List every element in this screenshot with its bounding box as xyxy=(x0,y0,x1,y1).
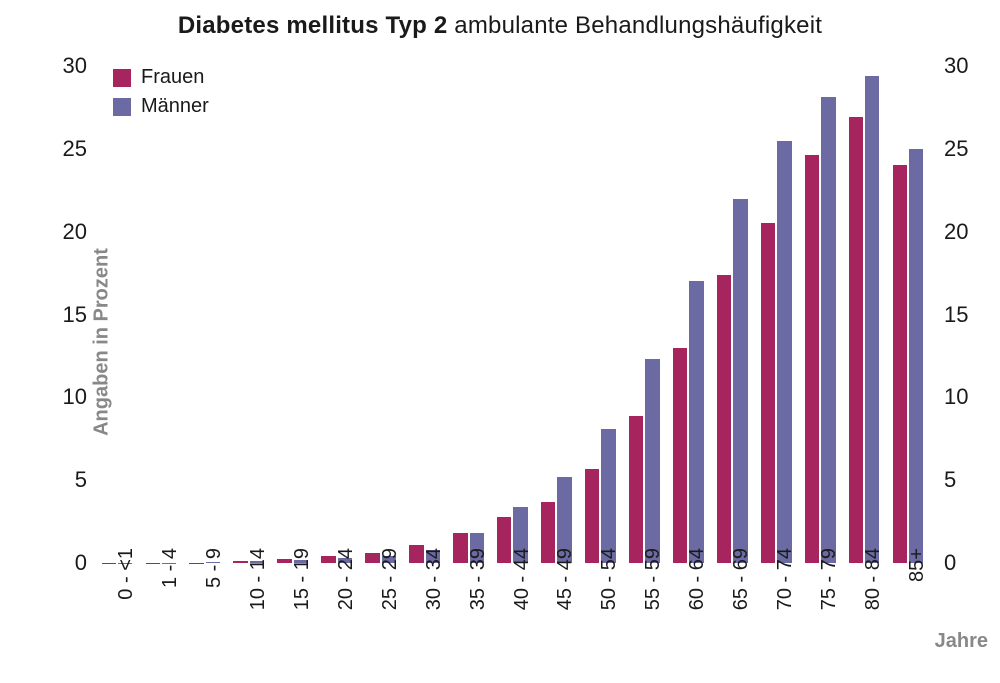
bar-group xyxy=(233,66,264,563)
x-tick-label: 35 - 39 xyxy=(469,548,492,610)
bar-group xyxy=(629,66,660,563)
bar-frauen xyxy=(805,155,819,563)
y-tick-right: 0 xyxy=(944,550,984,576)
chart-title-rest: ambulante Behandlungshäufigkeit xyxy=(447,12,822,39)
bar-group xyxy=(849,66,880,563)
x-tick-label: 0 - <1 xyxy=(117,548,140,600)
bar-maenner xyxy=(689,281,703,563)
x-tick-label: 80 - 84 xyxy=(864,548,887,610)
bar-frauen xyxy=(717,275,731,563)
bar-frauen xyxy=(893,165,907,563)
bar-group xyxy=(541,66,572,563)
chart-container: Diabetes mellitus Typ 2 ambulante Behand… xyxy=(0,0,1000,683)
x-tick-label: 60 - 64 xyxy=(688,548,711,610)
y-tick-right: 20 xyxy=(944,219,984,245)
y-tick-right: 5 xyxy=(944,467,984,493)
bar-group xyxy=(717,66,748,563)
bar-group xyxy=(453,66,484,563)
x-tick-label: 10 - 14 xyxy=(249,548,272,610)
y-tick-left: 20 xyxy=(47,219,87,245)
bar-maenner xyxy=(865,76,879,563)
bar-group xyxy=(805,66,836,563)
bar-group xyxy=(893,66,924,563)
x-tick-label: 1 - 4 xyxy=(161,548,184,588)
plot-area: FrauenMänner 0055101015152020252530300 -… xyxy=(95,66,930,563)
bar-maenner xyxy=(909,149,923,563)
x-tick-label: 5 - 9 xyxy=(205,548,228,588)
x-tick-label: 20 - 24 xyxy=(337,548,360,610)
bar-group xyxy=(189,66,220,563)
x-tick-label: 85+ xyxy=(908,548,931,582)
bar-group xyxy=(321,66,352,563)
y-tick-left: 15 xyxy=(47,302,87,328)
bar-group xyxy=(365,66,396,563)
bar-frauen xyxy=(629,416,643,563)
bar-maenner xyxy=(601,429,615,563)
x-tick-label: 75 - 79 xyxy=(820,548,843,610)
bar-frauen xyxy=(409,545,423,563)
x-tick-label: 40 - 44 xyxy=(513,548,536,610)
bar-group xyxy=(673,66,704,563)
bar-frauen xyxy=(673,348,687,563)
bar-frauen xyxy=(849,117,863,563)
bar-group xyxy=(277,66,308,563)
bar-group xyxy=(409,66,440,563)
x-tick-label: 15 - 19 xyxy=(293,548,316,610)
chart-title: Diabetes mellitus Typ 2 ambulante Behand… xyxy=(0,12,1000,40)
bar-frauen xyxy=(453,533,467,563)
x-tick-label: 65 - 69 xyxy=(732,548,755,610)
y-tick-left: 5 xyxy=(47,467,87,493)
bar-group xyxy=(146,66,177,563)
bar-maenner xyxy=(821,97,835,563)
x-tick-label: 30 - 34 xyxy=(425,548,448,610)
y-tick-right: 10 xyxy=(944,384,984,410)
bar-group xyxy=(761,66,792,563)
y-tick-left: 10 xyxy=(47,384,87,410)
bar-frauen xyxy=(497,517,511,563)
x-tick-label: 45 - 49 xyxy=(556,548,579,610)
bar-group xyxy=(497,66,528,563)
bar-group xyxy=(102,66,133,563)
bar-maenner xyxy=(777,141,791,563)
bar-maenner xyxy=(733,199,747,563)
bar-maenner xyxy=(645,359,659,563)
x-tick-label: 70 - 74 xyxy=(776,548,799,610)
y-tick-right: 15 xyxy=(944,302,984,328)
y-tick-left: 25 xyxy=(47,136,87,162)
bars-layer xyxy=(95,66,930,563)
x-tick-label: 25 - 29 xyxy=(381,548,404,610)
x-tick-label: 55 - 59 xyxy=(644,548,667,610)
chart-title-bold: Diabetes mellitus Typ 2 xyxy=(178,12,448,39)
bar-group xyxy=(585,66,616,563)
y-tick-right: 25 xyxy=(944,136,984,162)
y-tick-right: 30 xyxy=(944,53,984,79)
x-axis-label: Jahre xyxy=(935,630,988,653)
x-tick-label: 50 - 54 xyxy=(600,548,623,610)
bar-frauen xyxy=(761,223,775,563)
y-tick-left: 30 xyxy=(47,53,87,79)
y-tick-left: 0 xyxy=(47,550,87,576)
